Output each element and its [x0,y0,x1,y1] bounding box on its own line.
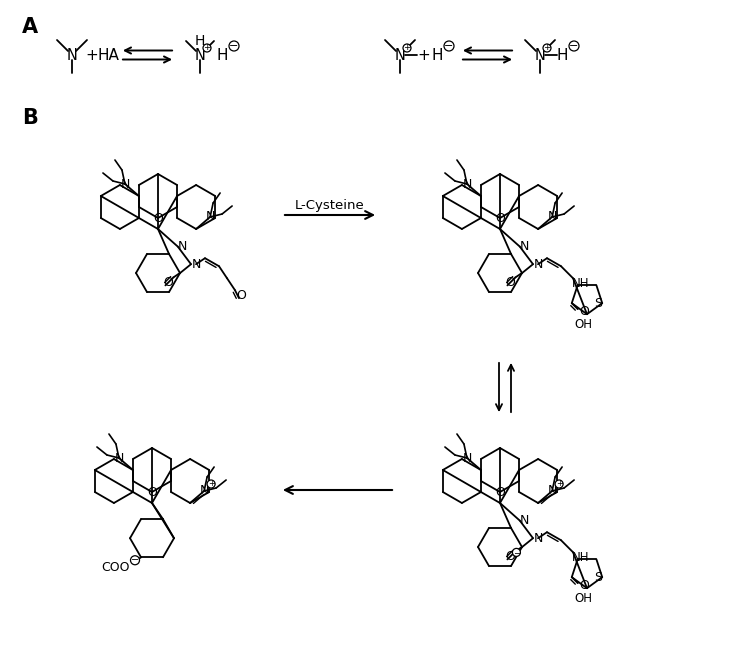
Circle shape [555,480,563,488]
Text: −: − [513,548,520,557]
Text: N: N [533,532,543,545]
Text: A: A [22,17,38,37]
Text: −: − [131,555,139,565]
Text: +: + [404,43,411,53]
Text: N: N [548,484,556,497]
Text: +: + [203,43,211,53]
Text: S: S [594,571,602,583]
Text: O: O [164,276,173,289]
Text: N: N [191,258,201,271]
Text: H: H [216,47,228,62]
Text: N: N [178,240,188,253]
Text: O: O [579,579,589,592]
Text: L-Cysteine: L-Cysteine [295,200,364,212]
Text: +: + [208,480,214,489]
Text: −: − [569,41,579,51]
Text: N: N [535,47,545,62]
Text: O: O [579,305,589,317]
Text: O: O [147,486,157,499]
Circle shape [403,44,411,52]
Text: N: N [520,240,530,253]
Text: H: H [556,47,568,62]
Text: NH: NH [572,551,590,564]
Text: S: S [594,297,602,309]
Text: N: N [194,47,206,62]
Text: O: O [506,276,515,289]
Text: +: + [543,43,550,53]
Circle shape [203,44,211,52]
Text: H: H [195,34,206,48]
Text: N: N [200,484,208,497]
Text: O: O [495,486,505,499]
Text: OH: OH [574,317,592,330]
Text: O: O [495,212,505,225]
Text: HA: HA [97,47,119,62]
Circle shape [512,549,520,556]
Text: N: N [520,514,530,527]
Text: OH: OH [574,592,592,604]
Text: N: N [394,47,406,62]
Circle shape [444,41,454,51]
Text: N: N [548,210,556,223]
Text: COO: COO [100,561,129,574]
Text: N: N [206,210,214,223]
Text: N: N [114,451,124,464]
Text: +: + [86,47,98,62]
Circle shape [543,44,551,52]
Circle shape [229,41,239,51]
Text: −: − [444,41,454,51]
Text: O: O [506,550,515,563]
Text: NH: NH [572,277,590,290]
Text: B: B [22,108,38,128]
Text: O: O [153,212,163,225]
Text: +: + [418,47,430,62]
Text: +: + [556,480,562,489]
Text: N: N [462,177,472,191]
Text: N: N [67,47,77,62]
Circle shape [130,556,140,565]
Circle shape [569,41,579,51]
Text: O: O [236,288,246,302]
Text: N: N [533,258,543,271]
Text: H: H [431,47,442,62]
Text: −: − [230,41,238,51]
Text: N: N [120,177,130,191]
Circle shape [207,480,215,488]
Text: N: N [462,451,472,464]
